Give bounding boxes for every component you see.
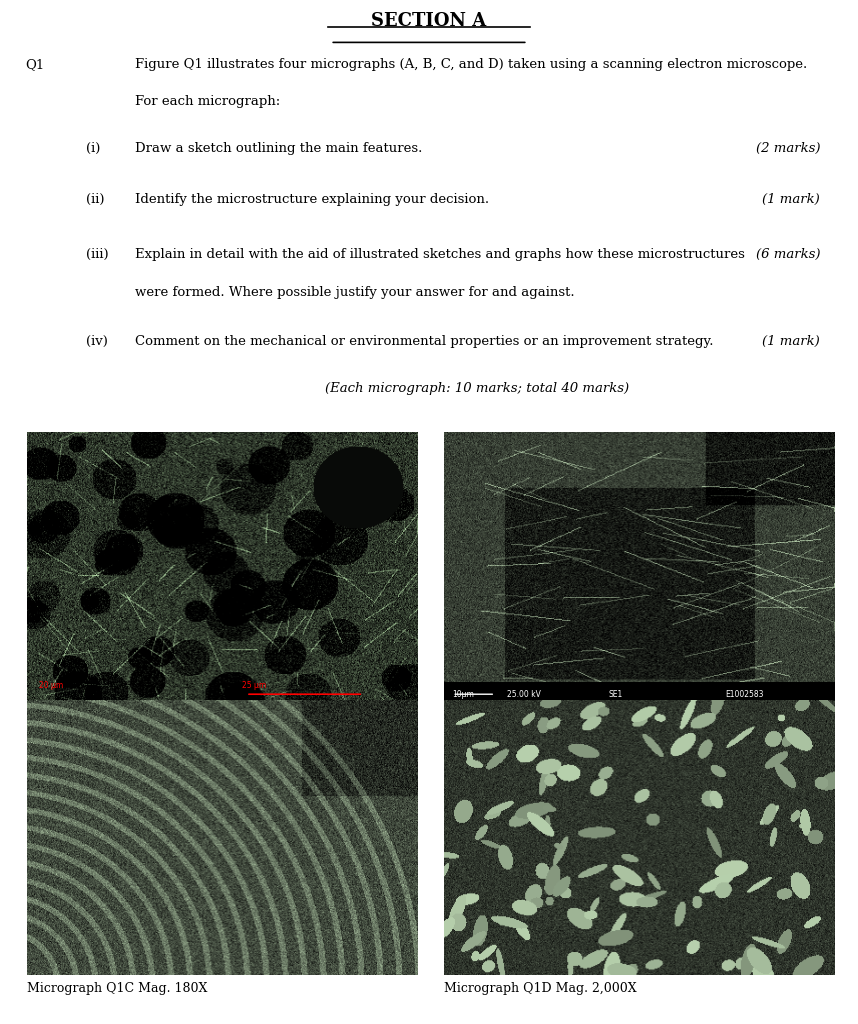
Text: SE1: SE1 — [608, 690, 623, 698]
Text: Q1: Q1 — [26, 58, 45, 72]
Text: (6 marks): (6 marks) — [756, 248, 820, 260]
Text: Figure Q1 illustrates four micrographs (A, B, C, and D) taken using a scanning e: Figure Q1 illustrates four micrographs (… — [135, 58, 807, 72]
Text: (1 mark): (1 mark) — [763, 335, 820, 348]
Text: Micrograph Q1C Mag. 180X: Micrograph Q1C Mag. 180X — [27, 982, 208, 994]
Text: 25.00 kV: 25.00 kV — [507, 690, 541, 698]
Text: Identify the microstructure explaining your decision.: Identify the microstructure explaining y… — [135, 193, 489, 206]
Text: (ii): (ii) — [86, 193, 105, 206]
Text: Draw a sketch outlining the main features.: Draw a sketch outlining the main feature… — [135, 142, 422, 155]
Text: (1 mark): (1 mark) — [763, 193, 820, 206]
Text: For each micrograph:: For each micrograph: — [135, 95, 280, 108]
Text: (Each micrograph: 10 marks; total 40 marks): (Each micrograph: 10 marks; total 40 mar… — [325, 382, 630, 395]
Text: SECTION A: SECTION A — [372, 11, 486, 30]
Text: 10μm: 10μm — [452, 690, 474, 698]
Text: were formed. Where possible justify your answer for and against.: were formed. Where possible justify your… — [135, 286, 574, 299]
Text: (iv): (iv) — [86, 335, 108, 348]
Text: 20 μm: 20 μm — [39, 681, 63, 690]
Text: E1002583: E1002583 — [726, 690, 764, 698]
Text: Comment on the mechanical or environmental properties or an improvement strategy: Comment on the mechanical or environment… — [135, 335, 713, 348]
Text: Explain in detail with the aid of illustrated sketches and graphs how these micr: Explain in detail with the aid of illust… — [135, 248, 745, 260]
Text: Micrograph Q1B: Micrograph Q1B — [444, 714, 551, 726]
Text: (i): (i) — [86, 142, 100, 155]
Text: Micrograph Q1D Mag. 2,000X: Micrograph Q1D Mag. 2,000X — [444, 982, 637, 994]
Text: 25 μm: 25 μm — [242, 681, 267, 690]
Text: Micrograph Q1A: Micrograph Q1A — [27, 714, 134, 726]
Text: (iii): (iii) — [86, 248, 109, 260]
Text: (2 marks): (2 marks) — [756, 142, 820, 155]
